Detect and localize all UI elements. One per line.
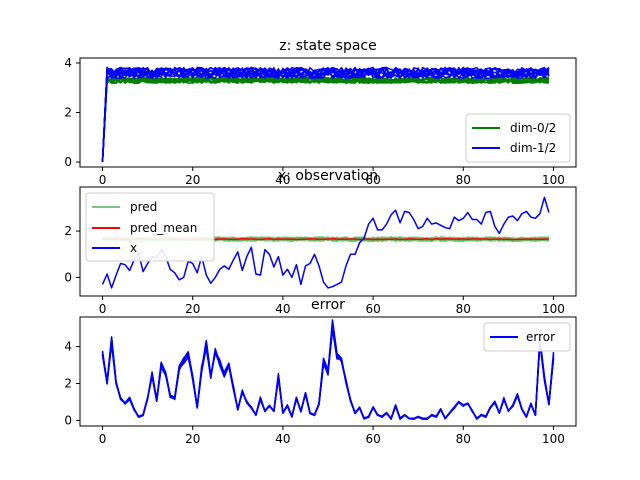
legend-label-pred: pred <box>130 200 157 214</box>
panel-2-xtick-label: 60 <box>365 302 380 316</box>
panel-1-ytick-label: 2 <box>64 106 72 120</box>
panel-2-legend: pred pred_mean x <box>85 192 215 262</box>
panel-state-space: z: state space 0 20 40 60 80 100 0 2 4 dim-0/2 d… <box>64 38 577 187</box>
panel-3-legend: error <box>483 322 571 352</box>
panel-1-plot <box>101 66 550 163</box>
panel-1-legend-box <box>465 113 571 163</box>
panel-3-xtick-label: 60 <box>365 432 380 446</box>
panel-3-ytick-label: 2 <box>64 377 72 391</box>
panel-2-xtick-label: 0 <box>99 302 107 316</box>
panel-3-ytick-label: 0 <box>64 413 72 427</box>
panel-2-axes-frame <box>79 186 577 297</box>
legend-label-dim-1-2: dim-1/2 <box>510 141 556 155</box>
panel-1-xtick-label: 20 <box>185 173 200 187</box>
panel-1-title: z: state space <box>279 38 377 54</box>
panel-3-title: error <box>311 297 345 313</box>
panel-3-plot <box>101 319 555 420</box>
series-line-dim-1-2 <box>101 66 550 163</box>
legend-label-pred-mean: pred_mean <box>130 221 197 235</box>
panel-1-ticks: 0 20 40 60 80 100 0 2 4 <box>64 56 565 187</box>
panel-2-ytick-label: 2 <box>64 224 72 238</box>
panel-3-xtick-label: 80 <box>456 432 471 446</box>
series-line-dim-1-2 <box>101 66 550 163</box>
panel-3-ytick-label: 4 <box>64 340 72 354</box>
panel-1-legend: dim-0/2 dim-1/2 <box>465 113 571 163</box>
legend-label-error: error <box>526 330 555 344</box>
panel-3-xtick-label: 100 <box>542 432 565 446</box>
panel-2-ticks: 0 20 40 60 80 100 0 2 <box>64 224 565 316</box>
panel-1-xtick-label: 0 <box>99 173 107 187</box>
panel-1-xtick-label: 40 <box>275 173 290 187</box>
legend-label-x: x <box>130 241 137 255</box>
panel-2-ytick-label: 0 <box>64 270 72 284</box>
panel-2-legend-box <box>85 192 215 262</box>
panel-2-title: x: observation <box>278 168 378 184</box>
panel-2-xtick-label: 40 <box>275 302 290 316</box>
panel-3-ticks: 0 20 40 60 80 100 0 2 4 <box>64 340 565 446</box>
panel-1-ytick-label: 4 <box>64 56 72 70</box>
panel-1-ytick-label: 0 <box>64 155 72 169</box>
series-line-x <box>101 196 550 289</box>
panel-3-xtick-label: 0 <box>99 432 107 446</box>
series-line-dim-0-2 <box>101 76 550 163</box>
panel-3-xtick-label: 40 <box>275 432 290 446</box>
panel-error: error 0 20 40 60 80 100 0 2 4 error <box>64 297 577 446</box>
panel-3-xtick-label: 20 <box>185 432 200 446</box>
legend-label-dim-0-2: dim-0/2 <box>510 121 556 135</box>
panel-2-xtick-label: 100 <box>542 302 565 316</box>
panel-1-xtick-label: 60 <box>365 173 380 187</box>
panel-3-axes-frame <box>79 316 577 427</box>
panel-observation: x: observation 0 20 40 60 80 100 0 2 pred pred_… <box>64 168 577 316</box>
panel-1-xtick-label: 100 <box>542 173 565 187</box>
series-line-error <box>101 321 555 420</box>
panel-2-xtick-label: 80 <box>456 302 471 316</box>
panel-3-legend-box <box>483 322 571 352</box>
panel-2-xtick-label: 20 <box>185 302 200 316</box>
panel-1-xtick-label: 80 <box>456 173 471 187</box>
